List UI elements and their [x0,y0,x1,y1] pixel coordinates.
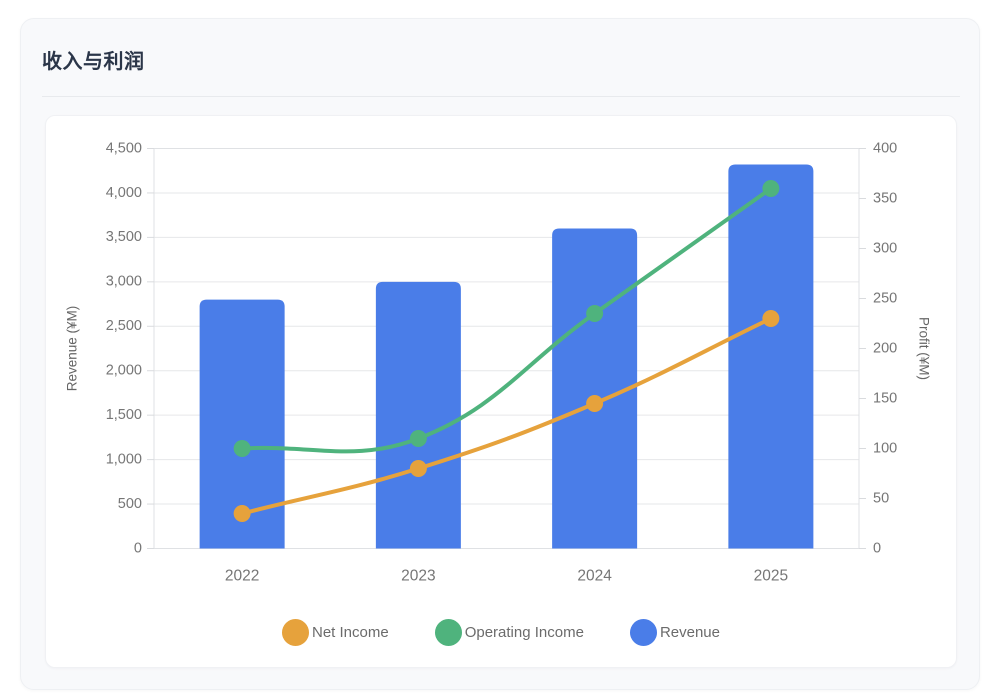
left-axis-tick-label: 4,500 [106,140,142,156]
net-income-point[interactable] [762,310,780,327]
net-income-point[interactable] [233,505,251,522]
operating-income-legend-dot [434,618,462,646]
chart-card: 0 500 1,000 1,500 2,000 2,500 3,000 3,500 4,000 4… [45,115,957,668]
operating-income-point[interactable] [409,430,427,447]
left-axis-tick-label: 3,500 [106,229,142,245]
revenue-profit-card: 收入与利润 0 500 1,000 1,500 2,000 2,500 3,000 3,500… [20,18,980,690]
legend-label: Operating Income [464,623,584,641]
right-axis-tick-label: 250 [873,290,897,306]
legend-item-revenue[interactable]: Revenue [629,618,720,646]
x-axis-tick-label: 2023 [401,568,435,585]
x-axis-tick-label: 2025 [754,568,788,585]
right-axis-tick-label: 300 [873,240,897,256]
revenue-bar[interactable] [728,164,814,549]
left-axis-tick-label: 4,000 [106,185,142,201]
revenue-bar[interactable] [552,228,638,549]
right-axis-tick-label: 150 [873,390,897,406]
operating-income-point[interactable] [233,440,251,457]
left-axis-tick-label: 0 [134,540,142,556]
page-title: 收入与利润 [42,51,145,73]
left-axis-tick-label: 500 [118,496,142,512]
left-axis-tick-label: 1,500 [106,407,142,423]
net-income-legend-dot [282,618,309,646]
revenue-legend-dot [629,618,657,646]
operating-income-point[interactable] [762,180,780,197]
right-axis-tick-label: 400 [873,140,897,156]
net-income-point[interactable] [586,395,604,412]
left-axis-tick-label: 2,500 [106,318,142,334]
left-axis-tick-label: 1,000 [106,451,142,467]
right-axis-tick-label: 350 [873,190,897,206]
operating-income-point[interactable] [586,305,604,322]
legend-label: Revenue [659,623,720,641]
title-divider [42,96,960,97]
right-axis-tick-label: 200 [873,340,897,356]
left-axis-tick-label: 2,000 [106,363,142,379]
legend-item-net-income[interactable]: Net Income [282,618,389,646]
right-axis-title: Profit (¥M) [916,317,931,380]
operating-income-line[interactable] [240,186,773,454]
right-axis-tick-label: 100 [873,440,897,456]
right-axis-tick-label: 0 [873,540,881,556]
right-axis-tick-label: 50 [873,490,889,506]
legend-label: Net Income [312,623,389,641]
legend-item-operating-income[interactable]: Operating Income [434,618,584,646]
revenue-bar[interactable] [375,281,461,549]
revenue-bar[interactable] [199,299,285,549]
chart-legend: Net Income Operating Income Revenue [46,612,956,652]
net-income-line[interactable] [240,316,773,516]
left-axis-title: Revenue (¥M) [65,306,80,392]
left-axis-tick-label: 3,000 [106,274,142,290]
net-income-point[interactable] [409,460,427,477]
x-axis-tick-label: 2022 [225,568,259,585]
x-axis-tick-label: 2024 [577,568,612,585]
combo-chart: 05001,0001,5002,0002,5003,0003,5004,0004… [65,140,932,585]
